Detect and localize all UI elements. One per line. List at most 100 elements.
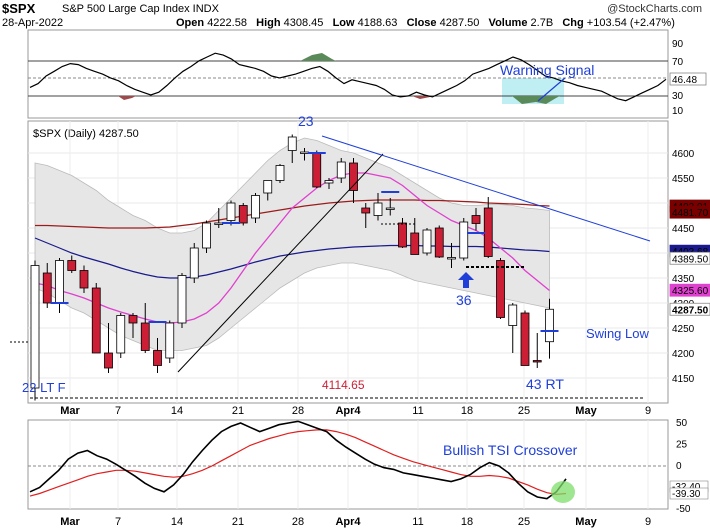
tsi-tick-label: 25 <box>676 440 688 451</box>
candle-down <box>410 232 420 255</box>
candle-down <box>238 205 248 224</box>
price-tick-label: 4150 <box>672 374 695 385</box>
volume-value: 2.7B <box>530 17 554 29</box>
candle-up <box>324 180 334 184</box>
x-tick-label: Apr4 <box>335 405 361 417</box>
rsi-trendline <box>537 77 566 102</box>
change-label: Chg <box>562 17 584 29</box>
peak-label: 23 <box>298 113 314 129</box>
candle-up <box>251 195 260 219</box>
low-label-36: 36 <box>456 292 472 308</box>
low-label-22: 22 LT F <box>22 380 66 395</box>
change-value: +103.54 (+2.47%) <box>586 17 675 29</box>
rsi-tick-label: 46.48 <box>672 75 697 86</box>
candle-down <box>434 227 444 258</box>
candle-up <box>287 136 297 151</box>
candle-up <box>214 222 224 225</box>
price-badge <box>669 283 710 297</box>
price-tick-label: 4550 <box>672 174 695 185</box>
x-tick-label: Mar <box>60 405 80 417</box>
support-trendline <box>177 153 384 373</box>
tsi-crossover-label: Bullish TSI Crossover <box>443 442 578 458</box>
price-badge <box>669 302 710 316</box>
price-axis: 4150420042504300435044004450450045504600 <box>672 149 695 385</box>
candle-up <box>336 161 346 179</box>
x-tick-label: 18 <box>461 405 473 417</box>
x-tick-label: 21 <box>232 405 244 417</box>
candle-up <box>422 229 432 254</box>
close-value: 4287.50 <box>439 17 480 29</box>
high-value: 4308.45 <box>283 17 324 29</box>
candle-down <box>483 207 493 257</box>
level-value-label: 4114.65 <box>322 378 365 392</box>
rsi-overbought-fill <box>300 53 336 61</box>
candle-up <box>165 322 175 359</box>
candle-down <box>42 272 52 304</box>
symbol: $SPX <box>2 1 36 16</box>
price-badges: 4493.914481.704403.684389.504325.604287.… <box>669 199 710 316</box>
x-tick-label: 14 <box>171 516 183 528</box>
candle-up <box>300 151 309 154</box>
x-tick-label: Mar <box>60 516 80 528</box>
candle-up <box>373 202 383 216</box>
tsi-tick-label: -50 <box>676 504 691 515</box>
candle-down <box>496 260 505 318</box>
close-label: Close <box>406 17 437 29</box>
rsi-panel: Warning Signal 10 30 46.48 70 90 <box>27 29 707 119</box>
candle-up <box>508 304 518 326</box>
x-tick-label: 7 <box>115 405 121 417</box>
rsi-tick-label: 30 <box>672 91 684 102</box>
up-arrow-icon <box>458 272 474 288</box>
x-tick-label: 25 <box>518 405 530 417</box>
candle-up <box>275 165 285 181</box>
x-tick-label: May <box>575 516 597 528</box>
quote-date: 28-Apr-2022 <box>2 17 64 29</box>
candle-down <box>91 287 101 354</box>
low-label: Low <box>332 17 355 29</box>
tsi-grid <box>69 420 649 509</box>
candle-down <box>361 207 371 214</box>
tsi-badge-label: -32.40 <box>672 482 701 493</box>
candle-down <box>471 215 481 224</box>
rsi-axis: 10 30 46.48 70 90 <box>669 39 707 117</box>
resistance-trendline <box>321 135 651 242</box>
tsi-signal-line <box>29 429 567 497</box>
high-label: High <box>256 17 281 29</box>
candle-down <box>532 360 542 363</box>
crossover-marker <box>551 481 575 503</box>
x-tick-label: 25 <box>518 516 530 528</box>
ohlc-readout: Open 4222.58 High 4308.45 Low 4188.63 Cl… <box>176 17 675 29</box>
low-value: 4188.63 <box>357 17 398 29</box>
volume-label: Volume <box>488 17 528 29</box>
candle-up <box>116 315 126 354</box>
tsi-badge-label: -39.30 <box>672 489 701 500</box>
x-tick-label: 21 <box>232 516 244 528</box>
chart-header: $SPX S&P 500 Large Cap Index INDX 28-Apr… <box>0 0 710 30</box>
candle-down <box>140 322 150 351</box>
candle-up <box>177 275 187 324</box>
price-badge-label: 4481.70 <box>672 208 709 219</box>
stockcharts-logo[interactable]: @StockCharts.com <box>607 3 702 15</box>
x-tick-label: 28 <box>292 405 304 417</box>
candle-up <box>55 260 64 304</box>
rsi-tick-label: 70 <box>672 57 684 68</box>
rsi-warning-fill <box>512 96 560 104</box>
price-badge-label: 4287.50 <box>672 305 709 316</box>
rsi-tick-label: 90 <box>672 39 684 50</box>
rsi-tick-label: 10 <box>672 106 684 117</box>
x-tick-label: 14 <box>171 405 183 417</box>
price-badge <box>669 205 710 219</box>
symbol-name: S&P 500 Large Cap Index INDX <box>62 3 219 15</box>
x-tick-label: 9 <box>645 516 651 528</box>
candle-up <box>226 202 236 221</box>
price-badge <box>669 251 710 265</box>
price-panel: $SPX (Daily) 4287.50 23 22 LT F 4114.65 … <box>10 113 710 404</box>
tsi-badge <box>669 487 709 500</box>
candle-down <box>79 270 89 289</box>
candle-down <box>520 312 530 366</box>
candles <box>30 134 559 401</box>
tsi-line <box>29 420 567 500</box>
candle-up <box>545 308 554 343</box>
x-tick-label: 18 <box>461 516 473 528</box>
